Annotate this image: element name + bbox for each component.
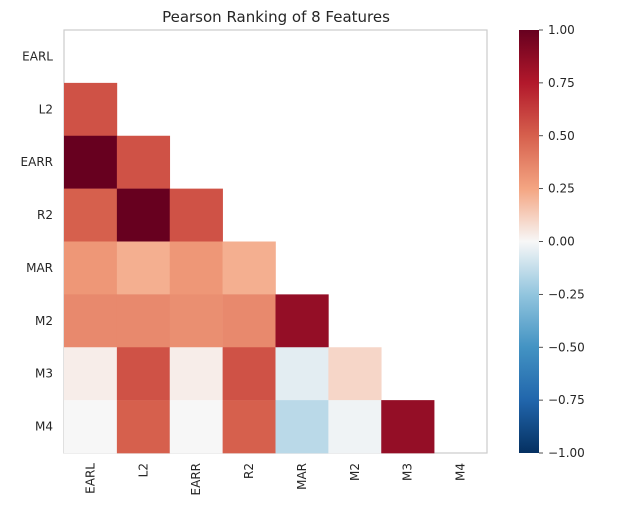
y-tick-labels: EARL L2 EARR R2 MAR M2 M3 M4: [21, 49, 54, 433]
heatmap-cell-M2-L2: [116, 294, 171, 348]
y-tick-label-R2: R2: [37, 208, 53, 222]
y-tick-label-M2: M2: [35, 314, 53, 328]
heatmap-cell-M4-L2: [116, 400, 171, 454]
heatmap-cell-MAR-L2: [116, 241, 171, 295]
heatmap-cell-MAR-R2: [222, 241, 276, 295]
heatmap-cell-M4-R2: [222, 400, 276, 454]
heatmap-cells: [64, 82, 435, 454]
x-tick-label-MAR: MAR: [295, 463, 309, 490]
heatmap-cell-M3-L2: [116, 347, 171, 401]
x-tick-label-M3: M3: [401, 463, 415, 481]
x-tick-label-M2: M2: [348, 463, 362, 481]
y-tick-label-M4: M4: [35, 420, 53, 434]
colorbar-tick-label: −1.00: [548, 446, 585, 460]
colorbar-tick-label: 0.75: [548, 76, 575, 90]
heatmap-cell-M3-M2: [328, 347, 382, 401]
y-tick-label-EARR: EARR: [21, 155, 53, 169]
heatmap-cell-R2-EARL: [64, 188, 118, 242]
x-tick-label-EARR: EARR: [189, 463, 203, 495]
heatmap-cell-M2-MAR: [275, 294, 329, 348]
heatmap-cell-R2-EARR: [169, 188, 223, 242]
x-tick-label-R2: R2: [242, 463, 256, 479]
heatmap-cell-M3-MAR: [275, 347, 329, 401]
heatmap-cell-M4-MAR: [275, 400, 329, 454]
heatmap-cell-M4-EARR: [169, 400, 223, 454]
heatmap-cell-MAR-EARR: [169, 241, 223, 295]
colorbar-tick-labels: 1.00 0.75 0.50 0.25 0.00 −0.25 −0.50 −0.75 −1.00: [539, 23, 585, 460]
colorbar-tick-label: −0.25: [548, 287, 585, 301]
heatmap-cell-M4-M2: [328, 400, 382, 454]
x-tick-label-M4: M4: [454, 463, 468, 481]
heatmap-cell-M3-EARR: [169, 347, 223, 401]
heatmap-cell-M2-EARL: [64, 294, 118, 348]
colorbar-tick-label: 0.50: [548, 129, 575, 143]
chart-title: Pearson Ranking of 8 Features: [162, 8, 390, 26]
y-tick-label-MAR: MAR: [26, 261, 53, 275]
colorbar-tick-label: −0.50: [548, 340, 585, 354]
colorbar-tick-label: −0.75: [548, 393, 585, 407]
colorbar: [519, 30, 539, 453]
x-tick-labels: EARL L2 EARR R2 MAR M2 M3 M4: [83, 463, 467, 496]
heatmap-cell-M2-EARR: [169, 294, 223, 348]
heatmap-cell-M2-R2: [222, 294, 276, 348]
y-tick-label-EARL: EARL: [22, 49, 53, 63]
heatmap-cell-M4-EARL: [64, 400, 118, 454]
colorbar-tick-label: 1.00: [548, 23, 575, 37]
heatmap-cell-M3-EARL: [64, 347, 118, 401]
heatmap-cell-EARR-EARL: [64, 135, 118, 189]
heatmap-cell-M4-M3: [381, 400, 435, 454]
heatmap-cell-MAR-EARL: [64, 241, 118, 295]
y-tick-label-L2: L2: [39, 102, 53, 116]
x-tick-label-L2: L2: [136, 463, 150, 477]
heatmap-cell-L2-EARL: [64, 82, 118, 137]
heatmap-cell-M3-R2: [222, 347, 276, 401]
colorbar-tick-label: 0.00: [548, 235, 575, 249]
colorbar-tick-label: 0.25: [548, 182, 575, 196]
heatmap-cell-R2-L2: [116, 188, 171, 242]
heatmap-cell-EARR-L2: [116, 135, 171, 189]
y-tick-label-M3: M3: [35, 367, 53, 381]
x-tick-label-EARL: EARL: [83, 463, 97, 494]
